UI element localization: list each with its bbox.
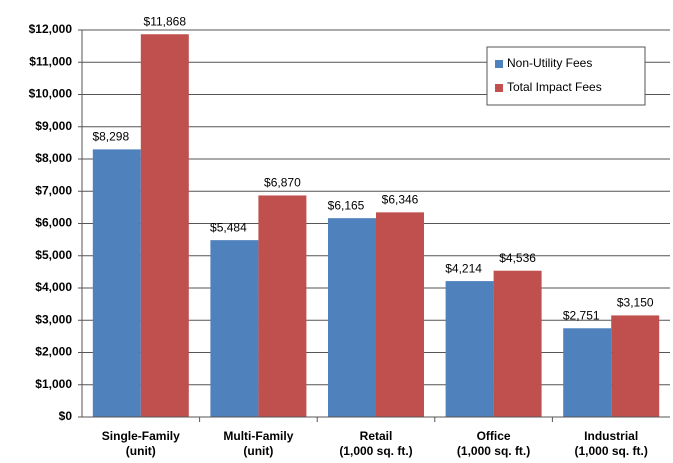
bar — [328, 218, 376, 417]
value-label: $6,346 — [382, 193, 419, 207]
value-label: $4,536 — [499, 251, 536, 265]
bar — [611, 315, 660, 417]
x-tick-label: Retail (1,000 sq. ft.) — [339, 429, 413, 458]
bar — [258, 195, 307, 417]
bar — [376, 212, 424, 417]
x-tick-label: Multi-Family (unit) — [223, 429, 294, 458]
y-tick-label: $1,000 — [35, 377, 72, 391]
bar — [563, 328, 612, 417]
value-label: $3,150 — [617, 296, 654, 310]
bar — [445, 281, 494, 417]
y-tick-label: $2,000 — [35, 345, 72, 359]
y-tick-label: $0 — [59, 409, 73, 423]
legend-swatch — [495, 84, 503, 92]
value-label: $2,751 — [563, 308, 600, 322]
bar — [210, 240, 259, 417]
legend-swatch — [495, 60, 503, 68]
y-tick-label: $9,000 — [35, 119, 72, 133]
value-label: $5,484 — [210, 220, 247, 234]
value-label: $4,214 — [445, 261, 482, 275]
value-label: $6,165 — [328, 198, 365, 212]
y-tick-label: $8,000 — [35, 151, 72, 165]
value-label: $8,298 — [92, 130, 129, 144]
x-tick-label: Office (1,000 sq. ft.) — [456, 429, 531, 458]
y-tick-label: $7,000 — [35, 183, 72, 197]
legend-label: Non-Utility Fees — [507, 56, 592, 70]
legend-box — [486, 46, 646, 106]
bar — [140, 34, 189, 418]
value-label: $6,870 — [264, 176, 301, 190]
y-tick-label: $4,000 — [35, 280, 72, 294]
x-tick-label: Single-Family (unit) — [101, 429, 180, 458]
bar — [493, 270, 542, 417]
x-tick-label: Industrial (1,000 sq. ft.) — [574, 429, 648, 458]
y-tick-label: $3,000 — [35, 312, 72, 326]
y-tick-label: $10,000 — [29, 87, 73, 101]
y-tick-label: $5,000 — [35, 248, 72, 262]
y-tick-label: $11,000 — [29, 54, 72, 68]
bar — [92, 149, 141, 417]
legend-label: Total Impact Fees — [507, 80, 602, 94]
value-label: $11,868 — [144, 14, 187, 28]
y-tick-label: $12,000 — [29, 22, 73, 36]
y-tick-label: $6,000 — [35, 216, 72, 230]
